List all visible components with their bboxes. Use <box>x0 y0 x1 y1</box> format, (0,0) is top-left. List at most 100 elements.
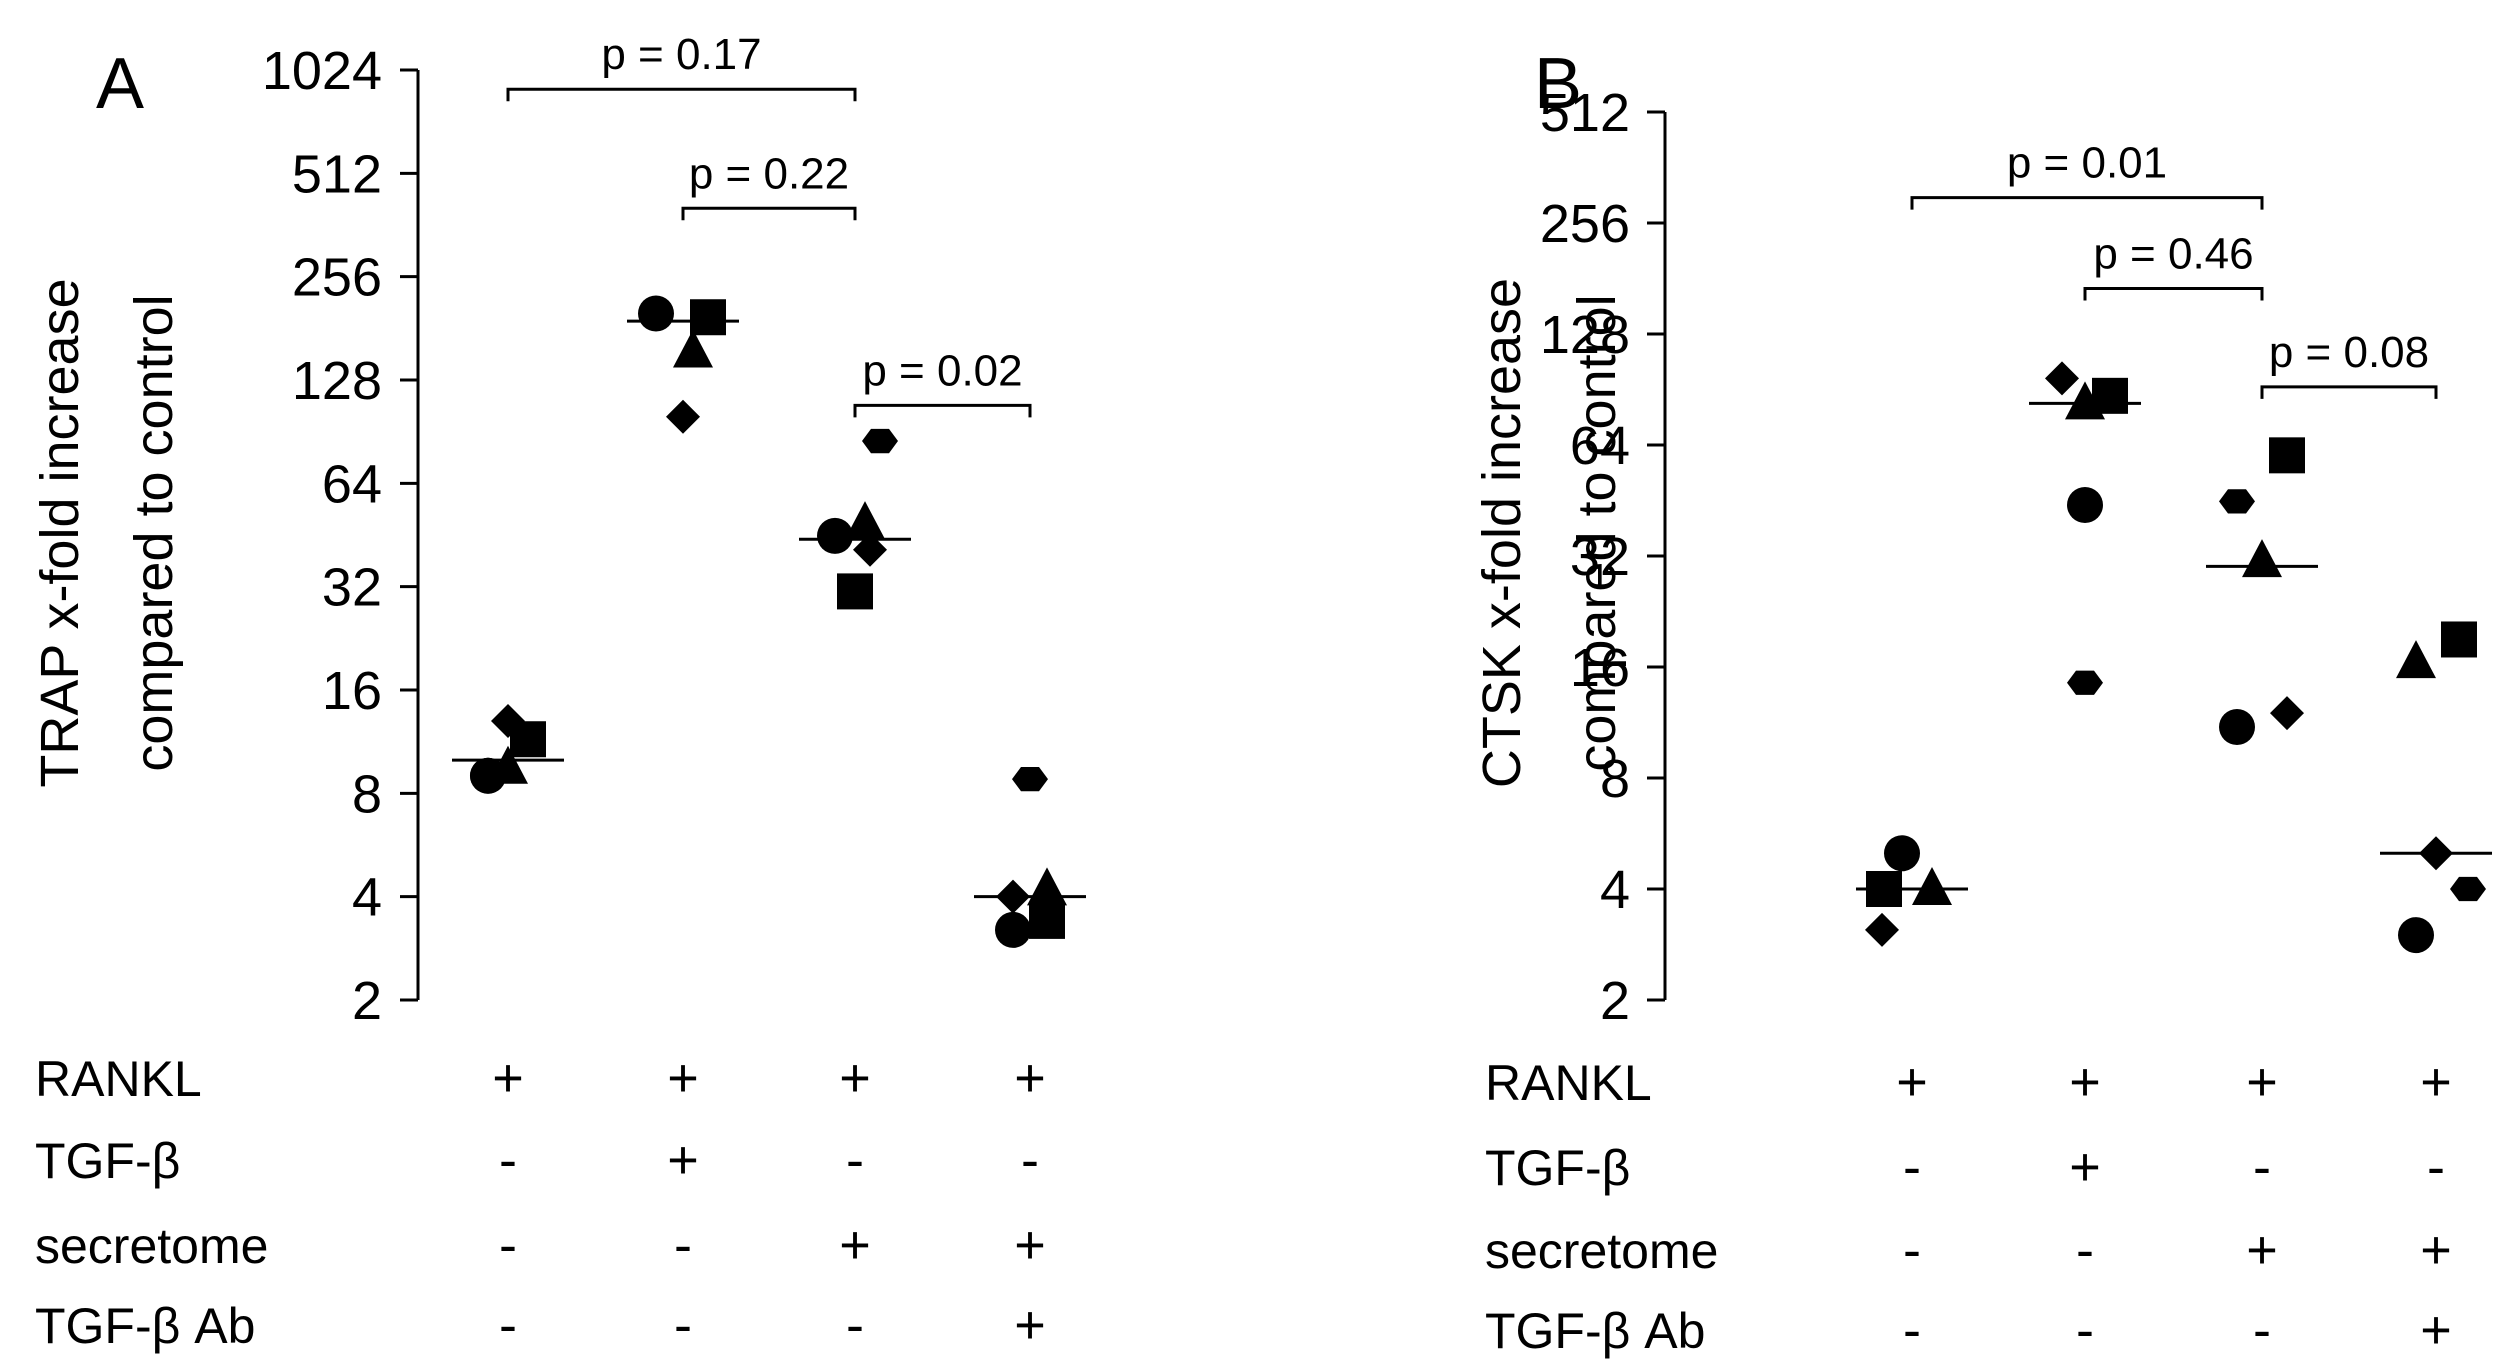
condition-sign: - <box>1903 1220 1921 1280</box>
y-tick-label: 1024 <box>262 41 382 101</box>
y-tick-label: 4 <box>1600 860 1630 920</box>
condition-sign: + <box>1014 1295 1046 1355</box>
data-point-hexagon <box>2219 489 2255 514</box>
y-tick-label: 128 <box>292 351 382 411</box>
data-point-triangle <box>1912 867 1952 905</box>
condition-sign: - <box>2253 1137 2271 1197</box>
significance-bracket <box>681 206 857 221</box>
data-point-diamond <box>666 399 700 434</box>
significance-bracket <box>506 87 857 102</box>
data-point-diamond <box>996 879 1030 914</box>
data-point-triangle <box>2396 640 2436 679</box>
p-value-label: p = 0.02 <box>862 346 1022 395</box>
data-point-hexagon <box>2450 876 2486 902</box>
y-axis-label-line-2: compared to control <box>1567 294 1627 771</box>
data-point-diamond <box>2270 696 2304 731</box>
y-axis-label-line-2: compared to control <box>124 294 184 771</box>
condition-sign: + <box>2246 1052 2278 1112</box>
condition-sign: - <box>2076 1220 2094 1280</box>
p-value-label: p = 0.22 <box>689 149 849 198</box>
condition-sign: + <box>2069 1137 2101 1197</box>
condition-sign: - <box>2427 1137 2445 1197</box>
y-tick-label: 2 <box>352 971 382 1031</box>
condition-sign: - <box>499 1295 517 1355</box>
y-tick-label: 32 <box>1570 527 1630 587</box>
y-axis-label-line-1: TRAP x-fold increase <box>30 278 90 787</box>
data-point-hexagon <box>2067 670 2103 695</box>
condition-sign: + <box>667 1048 699 1108</box>
y-tick-label: 512 <box>1540 83 1630 143</box>
condition-sign: - <box>846 1130 864 1190</box>
condition-sign: + <box>839 1048 871 1108</box>
y-axis-label: TRAP x-fold increase compared to control <box>30 278 184 787</box>
data-point-circle <box>638 295 674 332</box>
p-value-label: p = 0.01 <box>2007 139 2167 188</box>
y-axis-label: CTSK x-fold increase compared to control <box>1472 278 1627 788</box>
data-point-hexagon <box>862 428 898 454</box>
condition-sign: + <box>1896 1052 1928 1112</box>
data-point-triangle <box>1027 867 1067 906</box>
condition-sign: + <box>2420 1300 2452 1360</box>
condition-label: TGF-β <box>1485 1140 1630 1196</box>
condition-label: TGF-β <box>35 1133 180 1189</box>
condition-sign: + <box>667 1130 699 1190</box>
condition-sign: + <box>839 1215 871 1275</box>
panel-b: B CTSK x-fold increase compared to control… <box>1472 44 2492 1360</box>
condition-sign: - <box>674 1295 692 1355</box>
data-point-square <box>1029 902 1065 939</box>
y-tick-label: 8 <box>352 764 382 824</box>
data-point-square <box>2269 437 2305 474</box>
significance-bracket <box>2260 385 2438 399</box>
p-value-label: p = 0.17 <box>601 30 761 79</box>
panel-a: A TRAP x-fold increase compared to control… <box>30 30 1086 1355</box>
data-point-square <box>2441 621 2477 658</box>
condition-sign: - <box>2076 1300 2094 1360</box>
condition-sign: + <box>1014 1048 1046 1108</box>
data-point-circle <box>1884 835 1920 872</box>
condition-label: secretome <box>35 1218 268 1274</box>
p-value-label: p = 0.08 <box>2269 328 2429 377</box>
condition-sign: + <box>2246 1220 2278 1280</box>
data-point-circle <box>2398 917 2434 954</box>
condition-label: TGF-β Ab <box>1485 1303 1705 1359</box>
y-tick-label: 32 <box>322 558 382 618</box>
data-point-triangle <box>2065 381 2105 420</box>
significance-bracket <box>853 403 1032 418</box>
condition-label: secretome <box>1485 1223 1718 1279</box>
data-point-circle <box>817 517 853 554</box>
data-point-square <box>510 721 546 758</box>
data-point-circle <box>995 911 1031 948</box>
panel-letter: A <box>96 44 144 124</box>
significance-bracket <box>2083 287 2264 301</box>
y-tick-label: 512 <box>292 144 382 204</box>
data-point-triangle <box>845 501 885 540</box>
y-axis-label-line-1: CTSK x-fold increase <box>1472 278 1532 788</box>
y-tick-label: 8 <box>1600 749 1630 809</box>
panel-letter: B <box>1534 44 1582 124</box>
y-tick-label: 4 <box>352 868 382 928</box>
data-point-square <box>1866 871 1902 907</box>
condition-sign: - <box>1903 1300 1921 1360</box>
y-tick-label: 64 <box>322 454 382 514</box>
condition-sign: - <box>1021 1130 1039 1190</box>
y-tick-label: 16 <box>322 661 382 721</box>
y-tick-label: 2 <box>1600 971 1630 1031</box>
data-point-hexagon <box>1012 767 1048 792</box>
data-point-square <box>837 573 873 610</box>
condition-sign: + <box>2420 1220 2452 1280</box>
condition-sign: - <box>674 1215 692 1275</box>
y-tick-label: 64 <box>1570 416 1630 476</box>
data-point-triangle <box>2242 539 2282 578</box>
condition-sign: + <box>2069 1052 2101 1112</box>
condition-label: RANKL <box>35 1051 202 1107</box>
condition-sign: + <box>2420 1052 2452 1112</box>
data-point-circle <box>2067 487 2103 524</box>
significance-bracket <box>1910 196 2264 210</box>
data-point-square <box>690 299 726 336</box>
y-tick-label: 128 <box>1540 305 1630 365</box>
y-tick-label: 256 <box>292 248 382 308</box>
data-point-diamond <box>2045 361 2079 396</box>
p-value-label: p = 0.46 <box>2093 230 2253 279</box>
y-tick-label: 256 <box>1540 194 1630 254</box>
